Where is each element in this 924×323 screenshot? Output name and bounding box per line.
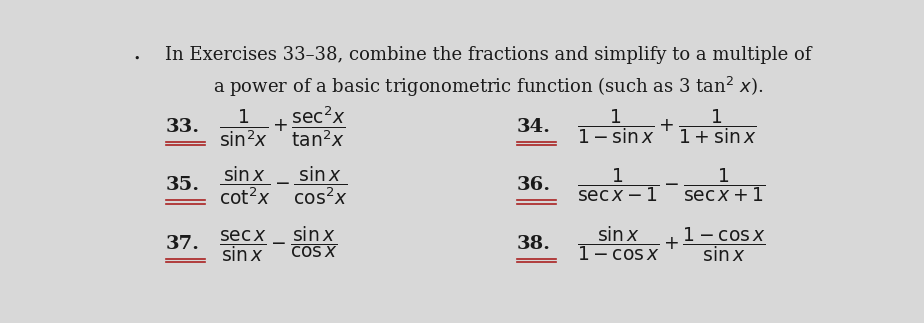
Text: $\dfrac{1}{\sin^2\!x}+\dfrac{\sec^2\!x}{\tan^2\!x}$: $\dfrac{1}{\sin^2\!x}+\dfrac{\sec^2\!x}{… xyxy=(219,105,346,150)
Text: •: • xyxy=(134,54,140,64)
Text: 36.: 36. xyxy=(517,176,551,194)
Text: In Exercises 33–38, combine the fractions and simplify to a multiple of: In Exercises 33–38, combine the fraction… xyxy=(164,46,811,64)
Text: 38.: 38. xyxy=(517,235,551,253)
Text: $\dfrac{\sec x}{\sin x}-\dfrac{\sin x}{\cos x}$: $\dfrac{\sec x}{\sin x}-\dfrac{\sin x}{\… xyxy=(219,224,338,264)
Text: $\dfrac{\sin x}{\cot^2\!x}-\dfrac{\sin x}{\cos^2\!x}$: $\dfrac{\sin x}{\cot^2\!x}-\dfrac{\sin x… xyxy=(219,164,348,207)
Text: a power of a basic trigonometric function (such as 3 tan$^2$ $x$).: a power of a basic trigonometric functio… xyxy=(213,75,763,99)
Text: 37.: 37. xyxy=(165,235,200,253)
Text: 33.: 33. xyxy=(165,118,200,136)
Text: 35.: 35. xyxy=(165,176,200,194)
Text: $\dfrac{1}{\sec x-1}-\dfrac{1}{\sec x+1}$: $\dfrac{1}{\sec x-1}-\dfrac{1}{\sec x+1}… xyxy=(578,167,766,204)
Text: $\dfrac{\sin x}{1-\cos x}+\dfrac{1-\cos x}{\sin x}$: $\dfrac{\sin x}{1-\cos x}+\dfrac{1-\cos … xyxy=(578,224,766,264)
Text: 34.: 34. xyxy=(517,118,551,136)
Text: $\dfrac{1}{1-\sin x}+\dfrac{1}{1+\sin x}$: $\dfrac{1}{1-\sin x}+\dfrac{1}{1+\sin x}… xyxy=(578,108,757,147)
